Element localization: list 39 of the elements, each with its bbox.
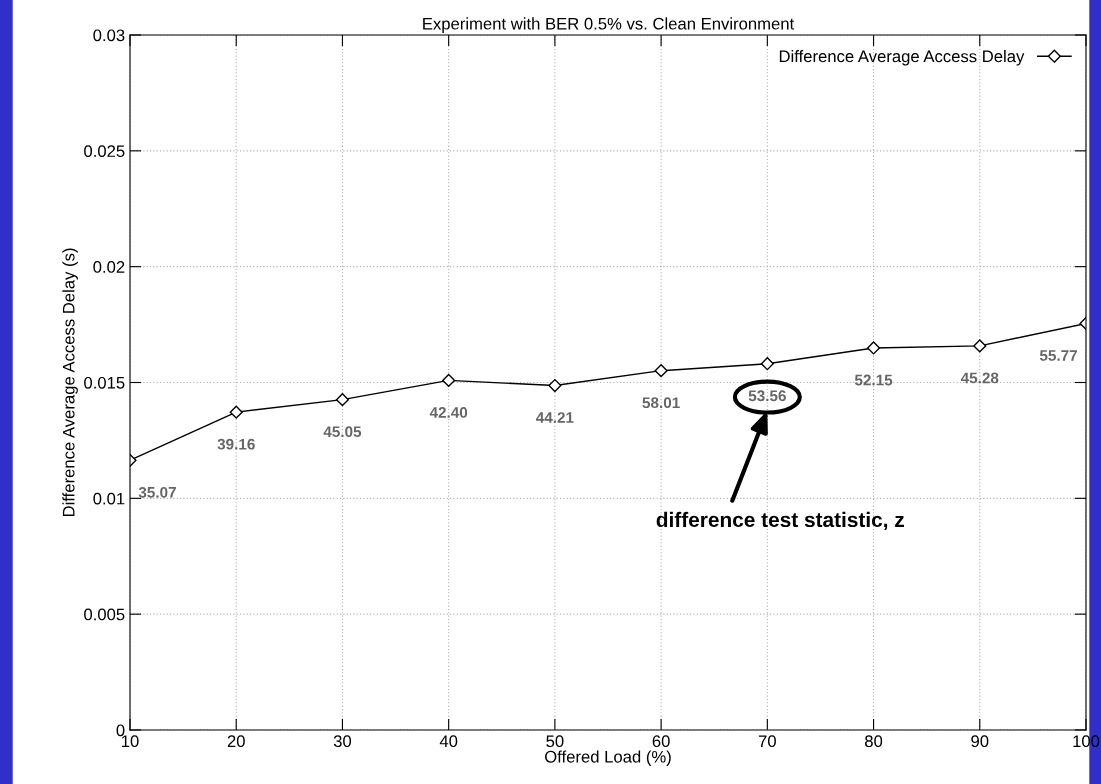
point — [548, 378, 562, 393]
point — [973, 339, 987, 353]
annotation: 35.07 — [138, 486, 176, 498]
x-tick-label: 40 — [439, 735, 458, 748]
x-tick-label: 80 — [865, 735, 883, 748]
y-tick-label: 0.005 — [84, 608, 125, 621]
point — [442, 373, 456, 388]
y-tick-label: 0.01 — [93, 492, 125, 505]
y-tick-label: 0.025 — [84, 145, 125, 158]
point — [229, 405, 243, 419]
x-tick-label: 30 — [333, 735, 352, 748]
annotation: difference test statistic, z — [656, 511, 904, 531]
point — [866, 341, 881, 355]
x-tick-label: 70 — [758, 735, 776, 748]
annotation: 52.15 — [854, 374, 893, 386]
annotation: 55.77 — [1039, 350, 1077, 361]
point — [760, 357, 774, 371]
x-tick-label: 90 — [971, 735, 989, 748]
annotation: 45.28 — [960, 372, 999, 384]
y-tick-label: 0.015 — [84, 376, 125, 389]
point — [654, 364, 668, 378]
x-tick-label: 10 — [122, 735, 139, 748]
chart-title: Experiment with BER 0.5% vs. Clean Environment — [423, 17, 795, 33]
legend-label: Difference Average Access Delay — [779, 50, 1025, 66]
annotation: 45.05 — [323, 426, 362, 438]
x-tick-label: 20 — [227, 735, 245, 748]
annotation: 39.16 — [217, 438, 255, 450]
annotation: 53.56 — [748, 390, 786, 402]
y-tick-label: 0.02 — [93, 261, 125, 273]
y-tick-label: 0.03 — [93, 29, 125, 42]
point — [335, 393, 350, 407]
y-axis-title: Difference Average Access Delay (s) — [62, 248, 78, 517]
annotation: 44.21 — [536, 412, 574, 423]
annotation: 58.01 — [642, 397, 680, 409]
y-tick-label: 0 — [116, 724, 125, 737]
annotation: 42.40 — [429, 407, 468, 418]
x-tick-label: 50 — [546, 735, 564, 748]
x-tick-label: 60 — [652, 735, 670, 748]
x-axis-title: Offered Load (%) — [545, 750, 671, 766]
